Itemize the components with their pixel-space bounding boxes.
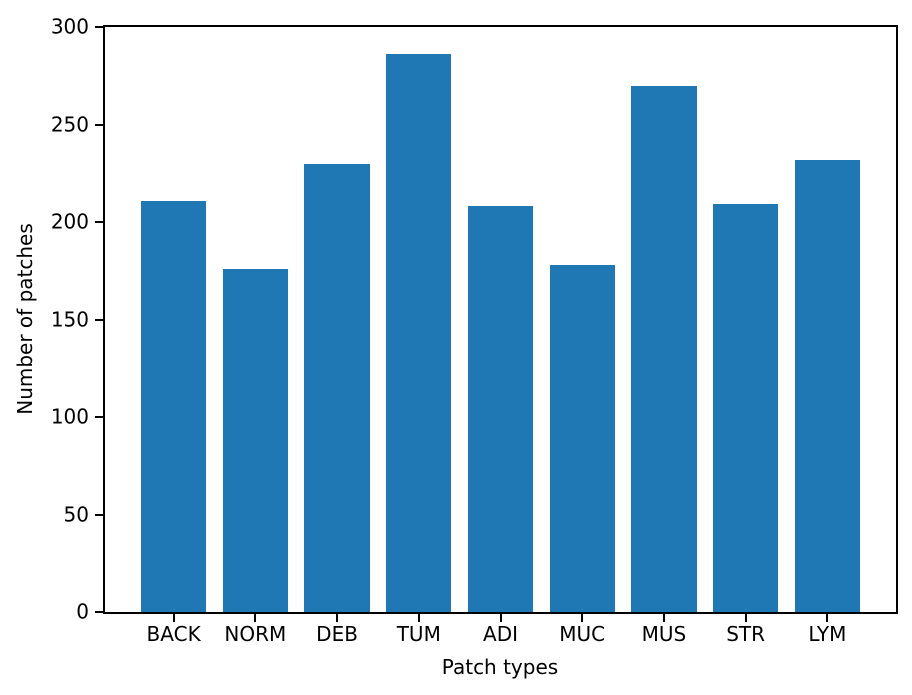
- x-tick-mark: [417, 614, 420, 622]
- bar-lym: [794, 159, 861, 612]
- y-tick-mark: [95, 123, 103, 126]
- x-tick-mark: [254, 614, 257, 622]
- x-tick-label-str: STR: [726, 622, 766, 646]
- plot-area: BACK NORM DEB TUM ADI MUC MUS STR LYM 0 50 100 150 20…: [51, 17, 898, 644]
- x-tick-mark: [581, 614, 584, 622]
- x-tick-mark: [744, 614, 747, 622]
- y-tick-mark: [95, 26, 103, 28]
- bar-mus: [631, 85, 697, 612]
- y-tick-label-300: 300: [50, 14, 89, 39]
- y-axis-label: Number of patches: [13, 223, 37, 415]
- y-tick-mark: [95, 416, 103, 418]
- x-tick-label-deb: DEB: [316, 622, 358, 646]
- x-tick-label-mus: MUS: [641, 622, 687, 646]
- x-tick-mark: [172, 614, 175, 622]
- y-tick-mark: [95, 513, 103, 516]
- y-tick-label-250: 250: [50, 112, 89, 137]
- bar-str: [712, 204, 779, 612]
- x-tick-label-back: BACK: [146, 622, 201, 646]
- y-tick-label-150: 150: [50, 307, 89, 332]
- x-axis-label: Patch types: [441, 655, 559, 679]
- y-tick-mark: [95, 611, 103, 613]
- y-tick-label-200: 200: [50, 209, 89, 234]
- x-tick-mark: [499, 614, 502, 622]
- x-tick-label-muc: MUC: [559, 622, 606, 646]
- y-tick-label-0: 0: [76, 599, 89, 624]
- bar-tum: [386, 54, 452, 612]
- x-tick-label-norm: NORM: [224, 622, 287, 646]
- y-tick-mark: [95, 318, 103, 321]
- x-tick-mark: [336, 614, 339, 622]
- bar-back: [140, 200, 207, 612]
- x-tick-label-lym: LYM: [808, 622, 847, 646]
- x-tick-label-tum: TUM: [396, 622, 441, 646]
- bar-norm: [222, 268, 289, 612]
- x-tick-mark: [826, 614, 829, 622]
- x-tick-mark: [662, 614, 665, 622]
- y-tick-label-100: 100: [50, 404, 89, 429]
- y-tick-mark: [95, 221, 103, 223]
- bar-muc: [549, 264, 615, 612]
- x-tick-label-adi: ADI: [483, 622, 518, 646]
- bar-deb: [304, 163, 370, 612]
- bar-adi: [467, 206, 534, 612]
- y-tick-label-50: 50: [63, 502, 89, 527]
